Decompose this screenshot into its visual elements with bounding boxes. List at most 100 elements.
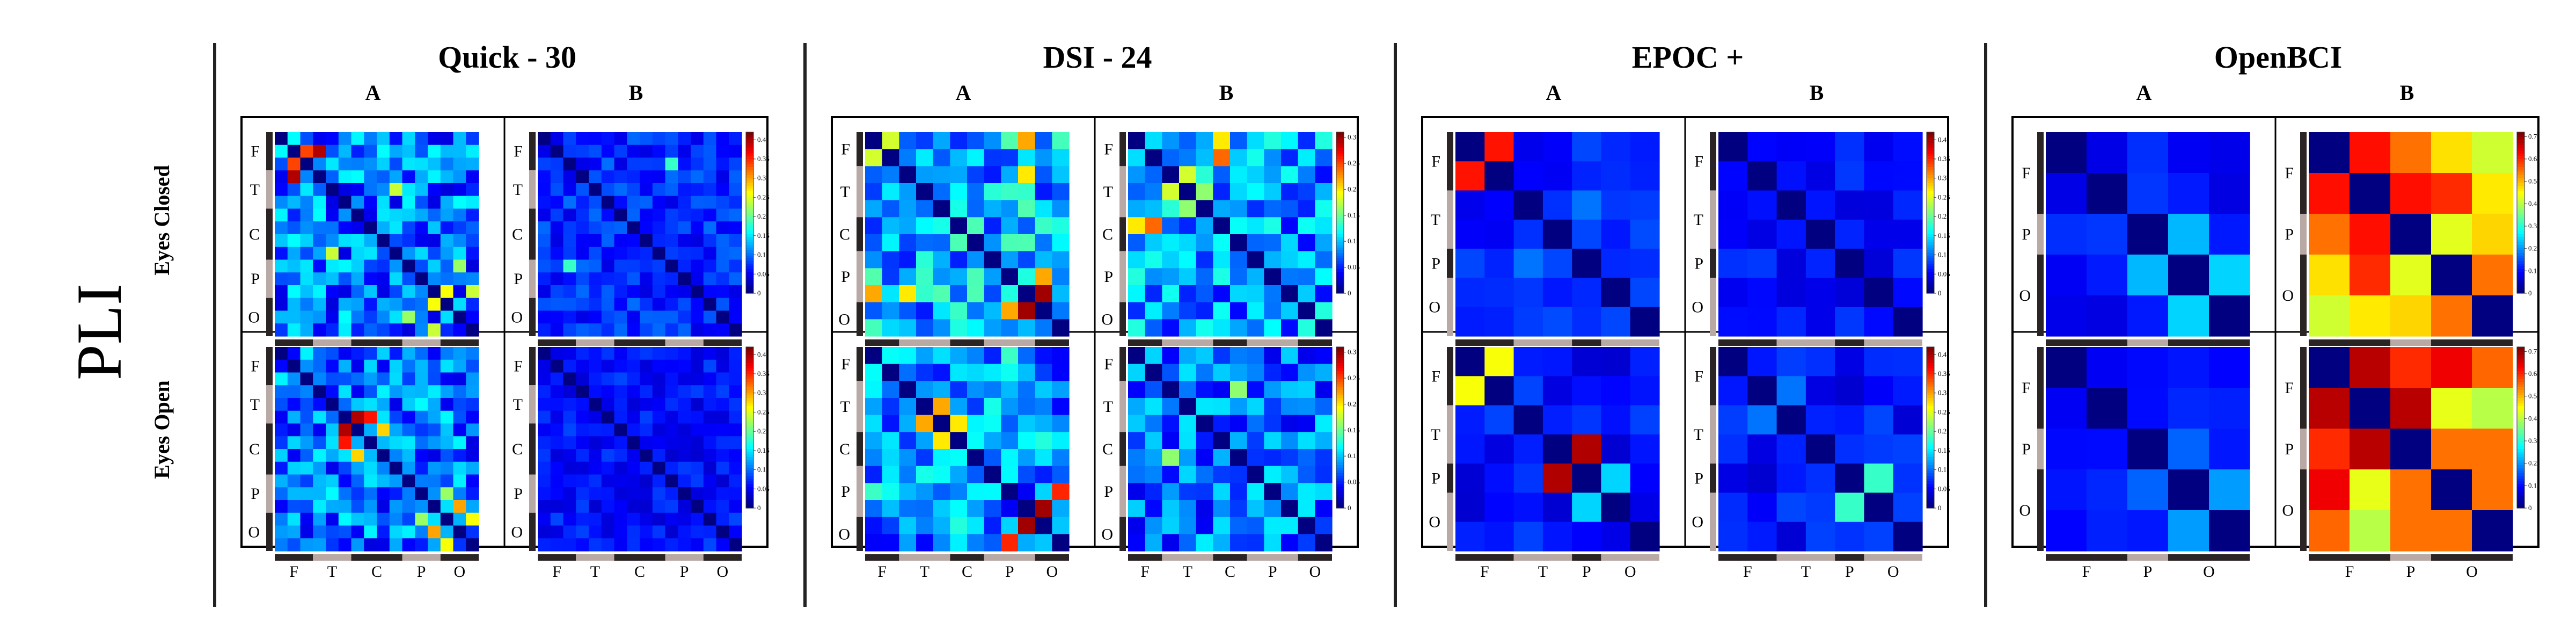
colorbar-segment [2517,164,2524,168]
region-bar-y [1119,381,1126,432]
heatmap-cell [313,259,326,273]
region-label-y: O [1692,299,1703,316]
heatmap-cell [2309,347,2350,388]
heatmap-cell [550,538,564,552]
heatmap-cell [882,398,899,416]
heatmap-cell [300,259,313,273]
region-label-y: P [251,485,260,503]
heatmap-cell [1776,492,1806,523]
heatmap-cell [1298,200,1315,218]
colorbar-tick-label: 0.4 [2528,199,2537,207]
heatmap-cell [716,234,729,248]
heatmap-cell [550,398,564,411]
heatmap-cell [466,398,479,411]
heatmap-cell [415,144,428,158]
heatmap-cell [678,410,691,424]
heatmap-cell [389,500,403,513]
heatmap-cell [538,512,551,526]
heatmap-cell [1805,219,1835,249]
heatmap-cell [627,359,640,373]
colorbar-segment [1927,245,1934,248]
heatmap-cell [1718,307,1748,337]
heatmap-cell [640,385,653,399]
heatmap-cell [1018,251,1036,269]
colorbar-segment [746,175,753,178]
heatmap-cell [287,132,301,146]
heatmap-cell [1052,364,1070,381]
heatmap-cell [402,157,415,171]
region-label-y: F [841,356,850,373]
heatmap-cell [984,432,1001,450]
colorbar-segment [2517,468,2524,471]
heatmap-cell [313,372,326,386]
heatmap-cell [402,436,415,450]
heatmap-cell [1484,249,1514,279]
heatmap-cell [538,385,551,399]
colorbar-frame [745,346,754,509]
heatmap-cell [550,461,564,475]
heatmap-cell [1747,190,1777,220]
heatmap-cell [882,251,899,269]
heatmap-cell [1213,285,1231,303]
region-label-x: P [1268,563,1277,581]
colorbar-segment [1336,470,1344,474]
heatmap-cell [950,217,968,235]
heatmap-cell [313,525,326,539]
colorbar-segment [2517,172,2524,176]
region-bar-y [2300,132,2307,214]
heatmap-cell [1247,449,1264,467]
heatmap-cell [550,347,564,360]
heatmap-cell [1179,364,1197,381]
heatmap-cell [1601,492,1631,523]
heatmap-cell [627,461,640,475]
heatmap-cell [691,234,704,248]
heatmap-cell [627,195,640,209]
colorbar-segment [2517,205,2524,208]
colorbar-segment [2517,191,2524,194]
colorbar-segment [1336,503,1344,506]
heatmap-cell [563,195,576,209]
heatmap-cell [338,132,352,146]
heatmap-cell [440,538,454,552]
heatmap-cell [1776,434,1806,464]
heatmap-cell [364,195,377,209]
colorbar-segment [1336,172,1344,176]
heatmap-cell [326,310,339,324]
column-label-B: B [1219,81,1234,105]
colorbar-segment [2517,460,2524,463]
heatmap-cell [950,302,968,320]
colorbar-segment [746,393,753,396]
colorbar-segment [1336,167,1344,170]
heatmap-cell [1455,492,1485,523]
heatmap-cell [563,183,576,197]
colorbar-segment [1336,489,1344,492]
heatmap-cell [678,474,691,488]
heatmap-cell [601,398,615,411]
heatmap-cell [1001,285,1019,303]
heatmap-cell [563,372,576,386]
heatmap-cell [1513,249,1543,279]
heatmap-cell [313,474,326,488]
heatmap-cell [351,372,364,386]
heatmap-cell [916,534,934,552]
heatmap-cell [1213,234,1231,252]
heatmap-cell [678,385,691,399]
heatmap-cell [1601,190,1631,220]
heatmap-cell [729,298,742,312]
heatmap-cell [1179,517,1197,534]
heatmap-cell [950,432,968,450]
colorbar-segment [1927,446,1934,450]
heatmap-cell [1035,517,1052,534]
heatmap-cell [614,487,627,501]
heatmap-cell [377,512,390,526]
region-label-x: C [1225,563,1235,581]
region-label-x: T [327,563,337,581]
heatmap-cell [933,347,950,365]
region-bar-y [2300,429,2307,469]
colorbar-frame [1336,132,1344,294]
heatmap-cell [1001,517,1019,534]
region-bar-y [266,347,273,386]
heatmap-cell [538,525,551,539]
heatmap-cell [1230,166,1248,184]
heatmap-cell [614,183,627,197]
